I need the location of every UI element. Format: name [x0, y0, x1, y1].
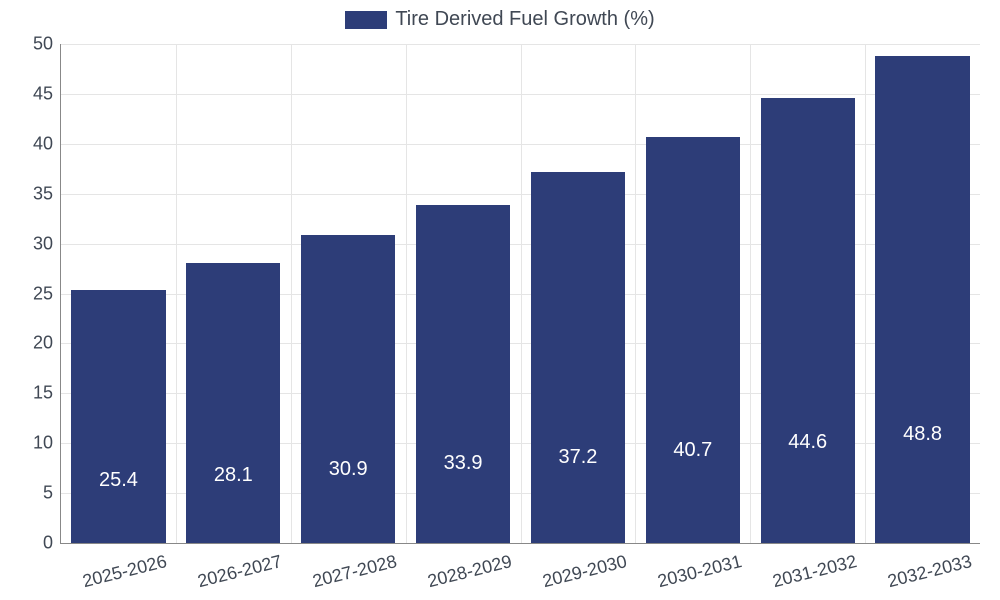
x-tick-label: 2025-2026 — [81, 551, 170, 592]
bar: 40.7 — [646, 137, 740, 543]
y-tick-label: 5 — [43, 483, 61, 504]
y-tick-label: 25 — [33, 283, 61, 304]
bar-value-label: 48.8 — [903, 423, 942, 446]
y-tick-label: 40 — [33, 133, 61, 154]
gridline-v — [176, 44, 177, 543]
gridline-v — [635, 44, 636, 543]
y-tick-label: 10 — [33, 433, 61, 454]
y-tick-label: 20 — [33, 333, 61, 354]
x-tick-label: 2026-2027 — [196, 551, 285, 592]
bar: 25.4 — [71, 290, 165, 543]
gridline-v — [406, 44, 407, 543]
bar-value-label: 28.1 — [214, 464, 253, 487]
gridline-v — [291, 44, 292, 543]
gridline-v — [521, 44, 522, 543]
bar: 44.6 — [761, 98, 855, 543]
x-tick-label: 2028-2029 — [425, 551, 514, 592]
y-tick-label: 50 — [33, 34, 61, 55]
bar: 33.9 — [416, 205, 510, 543]
bar: 48.8 — [875, 56, 969, 543]
bar-value-label: 25.4 — [99, 469, 138, 492]
y-tick-label: 0 — [43, 533, 61, 554]
legend-label: Tire Derived Fuel Growth (%) — [395, 8, 654, 31]
bar-value-label: 30.9 — [329, 458, 368, 481]
x-tick-label: 2030-2031 — [655, 551, 744, 592]
legend-swatch — [345, 11, 387, 29]
gridline-v — [865, 44, 866, 543]
y-tick-label: 30 — [33, 233, 61, 254]
x-tick-label: 2027-2028 — [311, 551, 400, 592]
y-tick-label: 45 — [33, 83, 61, 104]
chart-container: Tire Derived Fuel Growth (%) 05101520253… — [0, 0, 1000, 600]
bar: 37.2 — [531, 172, 625, 543]
y-tick-label: 15 — [33, 383, 61, 404]
bar-value-label: 40.7 — [673, 439, 712, 462]
bar-value-label: 37.2 — [558, 446, 597, 469]
bar: 28.1 — [186, 263, 280, 543]
gridline-v — [750, 44, 751, 543]
x-tick-label: 2031-2032 — [770, 551, 859, 592]
legend: Tire Derived Fuel Growth (%) — [0, 8, 1000, 34]
bar-value-label: 44.6 — [788, 431, 827, 454]
plot-area: 0510152025303540455025.42025-202628.1202… — [60, 44, 980, 544]
bar: 30.9 — [301, 235, 395, 543]
legend-item: Tire Derived Fuel Growth (%) — [345, 8, 654, 31]
x-tick-label: 2029-2030 — [540, 551, 629, 592]
x-tick-label: 2032-2033 — [885, 551, 974, 592]
bar-value-label: 33.9 — [444, 452, 483, 475]
y-tick-label: 35 — [33, 183, 61, 204]
